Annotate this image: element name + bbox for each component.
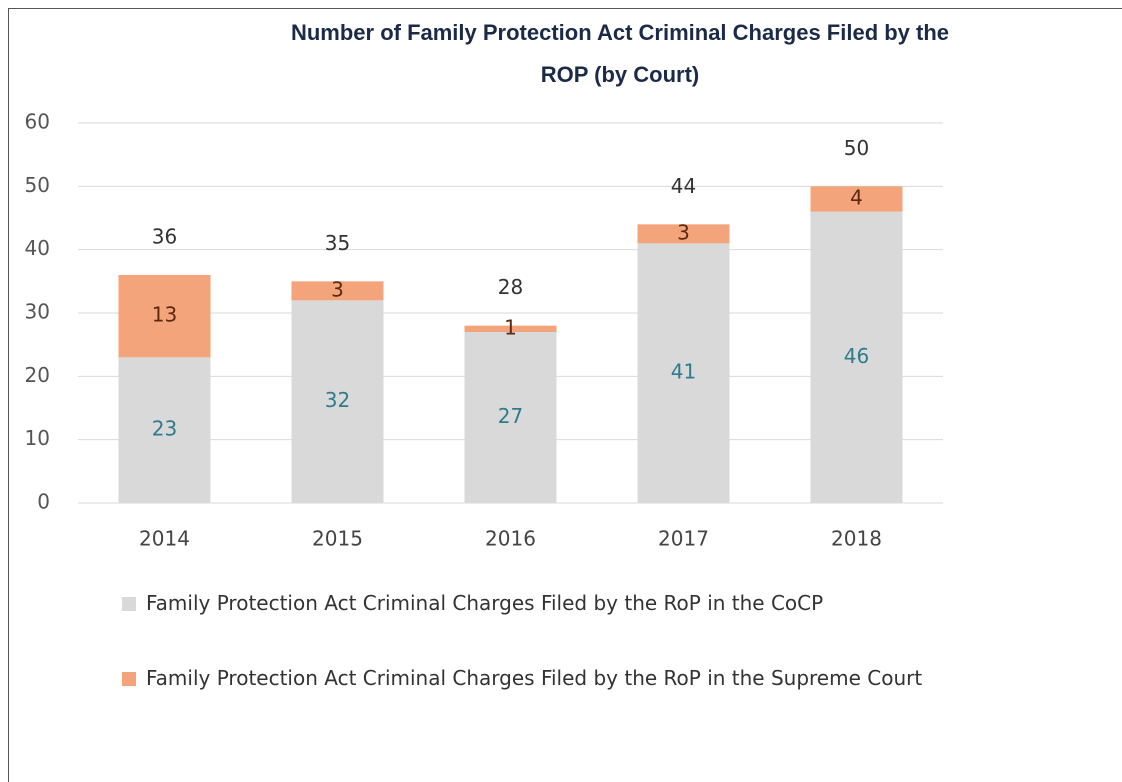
y-tick-label: 20 (25, 363, 50, 387)
total-label: 36 (152, 225, 177, 249)
data-label: 23 (152, 417, 177, 441)
x-tick-label: 2016 (485, 527, 536, 551)
x-tick-label: 2018 (831, 527, 882, 551)
x-tick-label: 2015 (312, 527, 363, 551)
data-label: 3 (677, 220, 690, 244)
legend-item: Family Protection Act Criminal Charges F… (122, 585, 996, 622)
legend-swatch (122, 672, 136, 686)
x-tick-label: 2017 (658, 527, 709, 551)
y-tick-label: 40 (25, 236, 50, 260)
data-label: 3 (331, 277, 344, 301)
bar-segment (637, 224, 730, 244)
legend-item: Family Protection Act Criminal Charges F… (122, 660, 996, 697)
legend-label: Family Protection Act Criminal Charges F… (146, 591, 824, 615)
bar-segment (118, 357, 211, 503)
bar-segment (118, 275, 211, 358)
bar-segment (291, 300, 384, 503)
frame (8, 8, 1122, 782)
legend-label: Family Protection Act Criminal Charges F… (146, 666, 923, 690)
chart-title: Number of Family Protection Act Criminal… (290, 20, 950, 87)
bar-segment (464, 325, 557, 332)
y-tick-label: 30 (25, 300, 50, 324)
data-label: 27 (498, 404, 523, 428)
y-tick-label: 50 (25, 173, 50, 197)
data-label: 13 (152, 303, 177, 327)
y-tick-label: 60 (25, 110, 50, 134)
legend-swatch (122, 597, 136, 611)
data-label: 4 (850, 186, 863, 210)
total-label: 44 (671, 174, 696, 198)
bar-segment (637, 243, 730, 504)
x-tick-label: 2014 (139, 527, 190, 551)
data-label: 46 (844, 344, 869, 368)
bar-segment (464, 332, 557, 503)
bar-segment (810, 186, 903, 212)
y-tick-label: 0 (37, 490, 50, 514)
y-tick-label: 10 (25, 426, 50, 450)
data-label: 1 (504, 315, 517, 339)
bar-segment (291, 281, 384, 301)
total-label: 50 (844, 136, 869, 160)
data-label: 41 (671, 360, 696, 384)
total-label: 28 (498, 275, 523, 299)
total-label: 35 (325, 231, 350, 255)
bar-segment (810, 211, 903, 503)
data-label: 32 (325, 388, 350, 412)
